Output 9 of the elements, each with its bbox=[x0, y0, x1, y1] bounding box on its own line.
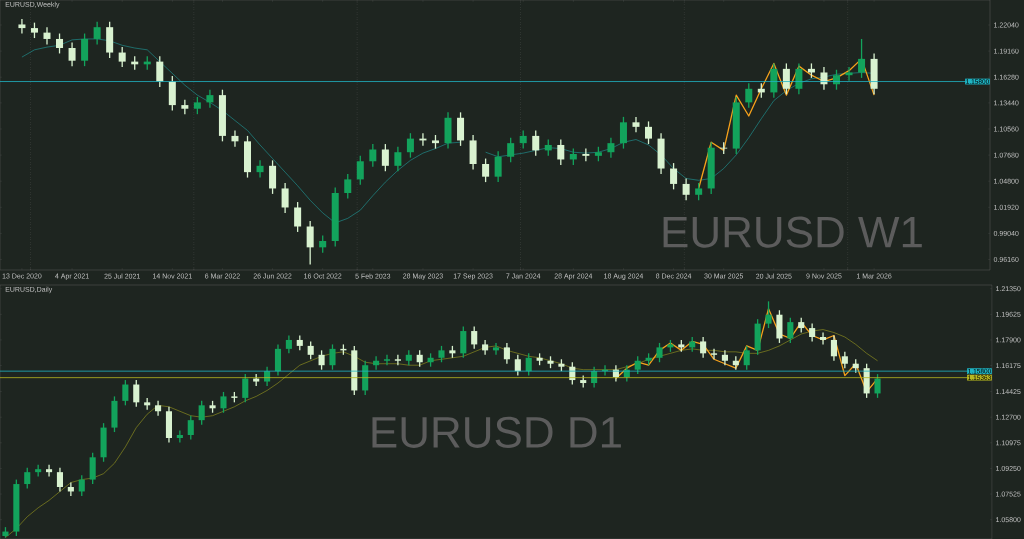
candlestick bbox=[874, 373, 881, 399]
candlestick bbox=[111, 395, 118, 433]
candlestick bbox=[656, 342, 663, 363]
annotation: EURUSD D1 bbox=[372, 416, 621, 448]
annotation: EURUSD W1 bbox=[663, 216, 922, 248]
candlestick bbox=[765, 300, 772, 329]
candlestick bbox=[329, 343, 336, 371]
candlestick bbox=[294, 201, 302, 233]
candlestick bbox=[220, 391, 227, 414]
